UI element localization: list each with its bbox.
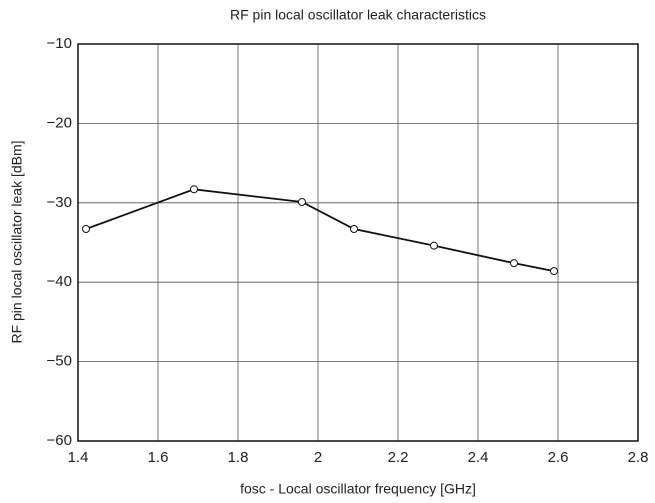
data-point [550,267,558,276]
data-point [510,259,518,268]
x-tick-label: 2.6 [548,449,569,466]
x-tick-label: 2.4 [468,449,489,466]
data-point [430,241,438,250]
plot-frame [77,43,639,442]
x-tick-label: 1.4 [68,449,89,466]
x-tick-label: 1.8 [228,449,249,466]
data-point [190,185,198,194]
x-tick-label: 1.6 [148,449,169,466]
data-point [298,198,306,207]
y-axis-label: RF pin local oscillator leak [dBm] [9,140,25,343]
y-tick-label: −40 [47,273,72,290]
data-point [350,225,358,234]
data-line [85,188,555,272]
y-tick-label: −20 [47,114,72,131]
data-point [82,225,90,234]
x-tick-label: 2 [314,449,322,466]
x-axis-label: fosc - Local oscillator frequency [GHz] [240,481,476,497]
y-tick-label: −30 [47,194,72,211]
y-tick-label: −60 [47,432,72,449]
y-tick-label: −50 [47,353,72,370]
y-tick-label: −10 [47,35,72,52]
x-tick-label: 2.8 [628,449,649,466]
chart-title: RF pin local oscillator leak characteris… [230,7,486,23]
x-tick-label: 2.2 [388,449,409,466]
